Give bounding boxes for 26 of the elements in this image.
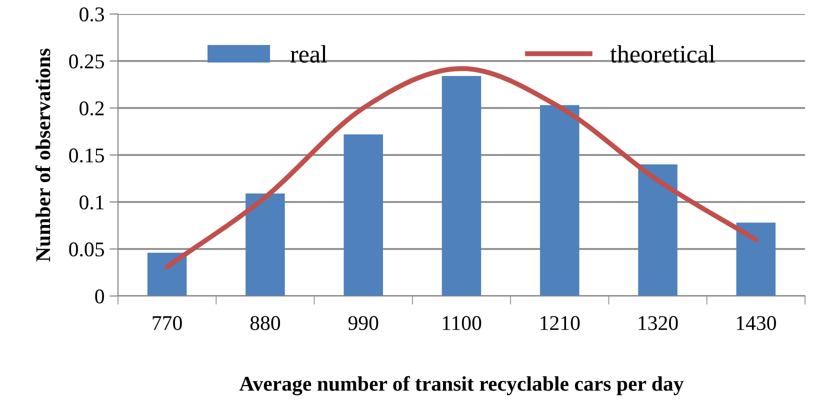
x-tick-label: 990 (348, 316, 378, 330)
x-tick-label: 770 (152, 316, 182, 330)
x-tick-label: 1210 (540, 316, 580, 330)
bar (344, 134, 383, 296)
y-tick-label: 0.1 (80, 195, 104, 210)
bar (147, 252, 187, 296)
x-tick-label: 880 (250, 316, 280, 330)
bar (246, 194, 285, 296)
legend-label: theoretical (610, 45, 715, 63)
y-tick-label: 0 (95, 289, 104, 304)
x-tick-label: 1320 (638, 316, 678, 330)
bar (638, 164, 678, 296)
y-tick-label: 0.2 (80, 101, 104, 116)
line-series (164, 66, 758, 270)
bar (736, 222, 776, 296)
y-tick-label: 0.3 (80, 7, 104, 22)
x-tick-label: 1430 (736, 316, 776, 330)
x-tick-label: 1100 (442, 316, 482, 330)
legend-label: real (290, 45, 327, 63)
y-tick-label: 0.15 (69, 148, 104, 163)
x-axis-title: Average number of transit recyclable cars per day (239, 376, 684, 396)
y-axis-title: Number of observations (35, 48, 50, 262)
bar (540, 105, 580, 296)
y-tick-label: 0.05 (69, 242, 104, 257)
y-tick-label: 0.25 (69, 54, 104, 69)
bar (442, 76, 482, 296)
